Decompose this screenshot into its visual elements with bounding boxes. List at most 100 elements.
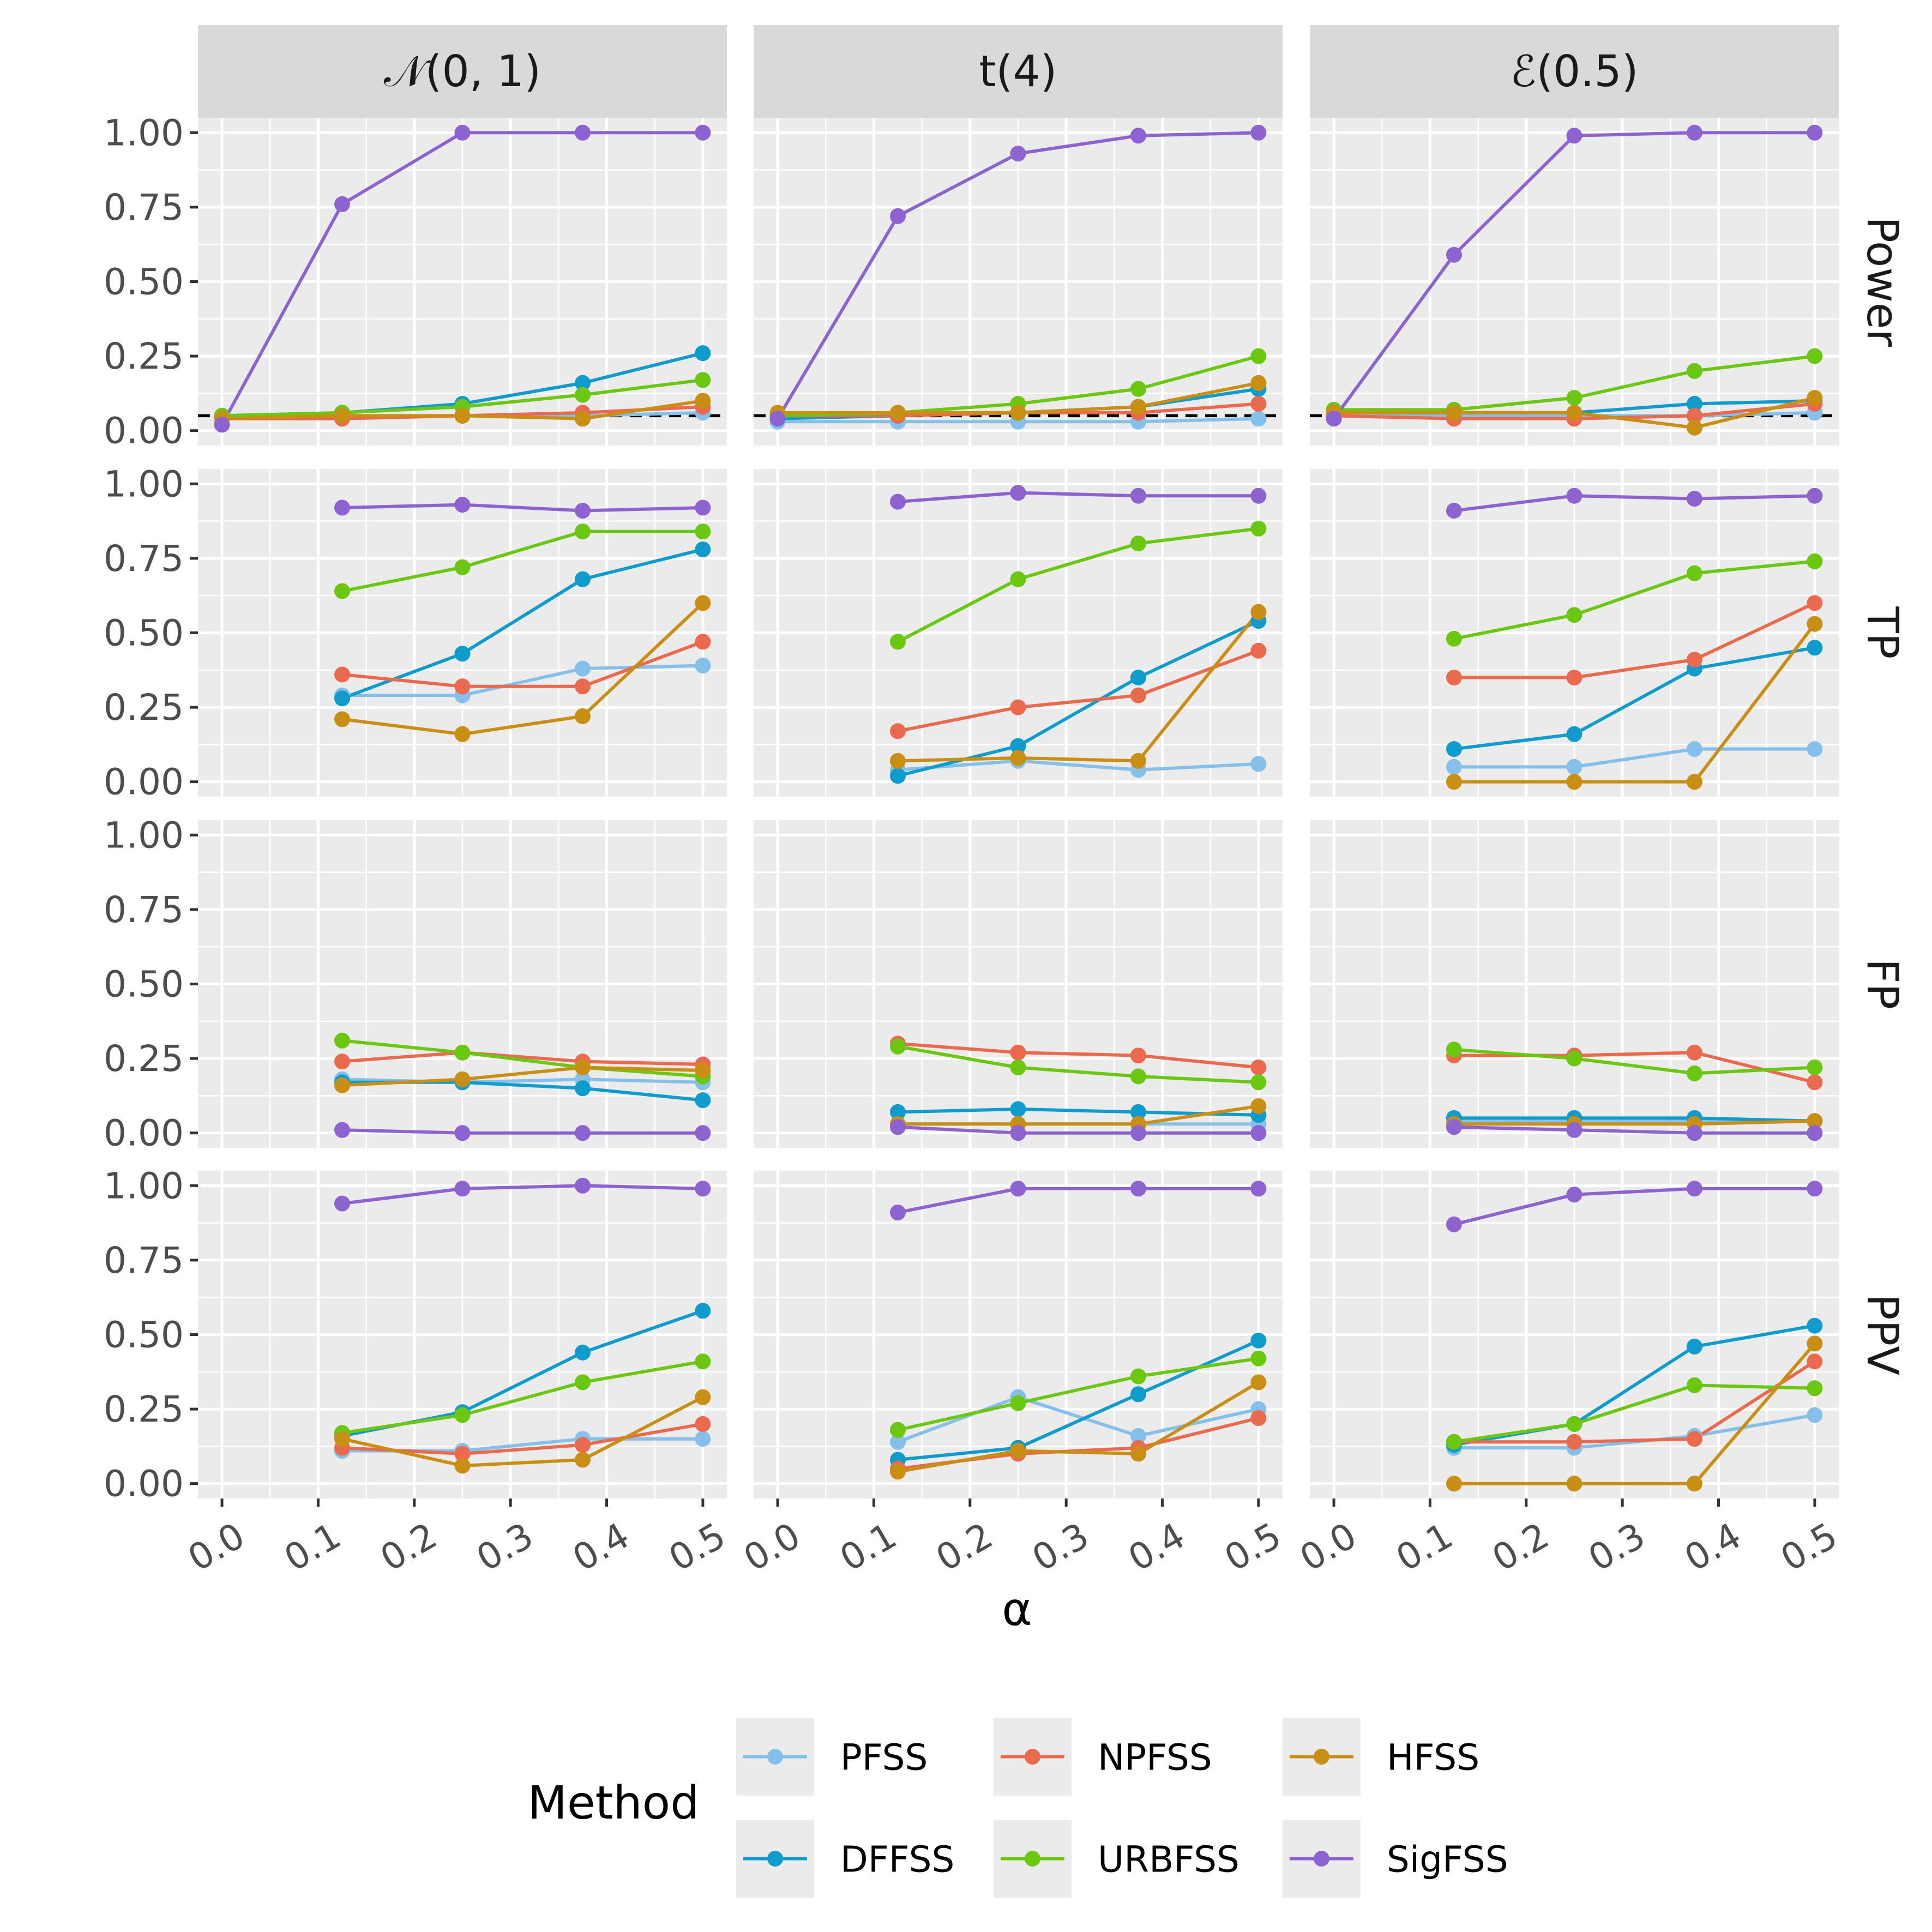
- y-tick-label: 0.00: [104, 410, 184, 452]
- data-point-hfss: [890, 405, 906, 421]
- data-point-urbfss: [695, 372, 711, 388]
- data-point-npfss: [454, 1446, 471, 1462]
- data-point-dffss: [1687, 396, 1702, 412]
- x-tick-label: 0.0: [1293, 1514, 1363, 1579]
- series-group-ppv-0-1: [334, 1177, 711, 1474]
- series-group-ppv-t-4: [890, 1181, 1267, 1480]
- legend-key-point: [767, 1749, 783, 1765]
- data-point-npfss: [1446, 670, 1462, 685]
- series-line-urbfss: [341, 529, 703, 593]
- data-point-urbfss: [1687, 1377, 1702, 1393]
- data-point-sigfss: [1566, 1122, 1582, 1138]
- data-point-hfss: [334, 711, 350, 727]
- data-point-sigfss: [334, 1195, 350, 1212]
- x-tick-label: 0.4: [1122, 1514, 1192, 1579]
- data-point-sigfss: [1807, 1181, 1823, 1197]
- data-point-hfss: [695, 1389, 711, 1405]
- data-point-npfss: [1566, 670, 1582, 685]
- series-line-urbfss: [897, 1045, 1259, 1084]
- data-point-hfss: [454, 1458, 471, 1474]
- series-line-npfss: [898, 1042, 1259, 1069]
- data-point-hfss: [334, 407, 350, 424]
- data-point-urbfss: [1807, 348, 1823, 364]
- data-point-sigfss: [695, 124, 711, 141]
- data-point-hfss: [1010, 750, 1026, 766]
- legend-key-point: [1025, 1851, 1040, 1867]
- row-strip-label-ppv: PPV: [1857, 1294, 1907, 1375]
- series-line-hfss: [342, 601, 704, 736]
- column-strip-label: ℰ(0.5): [1510, 46, 1638, 97]
- data-point-sigfss: [1250, 1125, 1267, 1141]
- data-point-sigfss: [575, 503, 591, 519]
- data-point-hfss: [575, 1452, 591, 1468]
- data-point-hfss: [1687, 419, 1702, 436]
- series-line-sigfss: [342, 503, 703, 513]
- column-strip-bg: [754, 25, 1283, 118]
- data-point-sigfss: [1326, 411, 1342, 427]
- x-tick-label: 0.5: [662, 1514, 732, 1579]
- series-line-sigfss: [1454, 1125, 1815, 1135]
- y-tick-label: 0.25: [104, 335, 184, 377]
- data-point-sigfss: [575, 1177, 591, 1194]
- data-point-hfss: [1807, 1113, 1823, 1129]
- data-point-sigfss: [1446, 1119, 1462, 1135]
- data-point-pfss: [575, 660, 591, 677]
- data-point-urbfss: [1250, 1074, 1267, 1091]
- data-point-npfss: [1687, 1044, 1702, 1061]
- data-point-hfss: [1130, 753, 1146, 769]
- data-point-npfss: [1807, 1074, 1823, 1091]
- data-point-npfss: [1250, 1060, 1267, 1075]
- data-point-dffss: [1130, 1104, 1146, 1120]
- data-point-pfss: [1250, 411, 1267, 427]
- series-line-urbfss: [1454, 1383, 1815, 1444]
- data-point-dffss: [575, 1344, 591, 1361]
- series-line-dffss: [1454, 1116, 1815, 1123]
- data-point-sigfss: [1807, 124, 1823, 141]
- x-tick-label: 0.5: [1774, 1514, 1844, 1579]
- y-tick-label: 0.50: [104, 1314, 184, 1356]
- column-strip-t-4: t(4): [754, 25, 1283, 118]
- data-point-sigfss: [890, 493, 906, 510]
- data-point-hfss: [454, 726, 471, 742]
- column-strip-label: t(4): [979, 46, 1057, 97]
- data-point-urbfss: [1446, 630, 1462, 647]
- data-point-pfss: [1807, 1407, 1823, 1423]
- data-point-urbfss: [1566, 390, 1582, 406]
- data-point-sigfss: [1446, 503, 1462, 519]
- data-point-dffss: [695, 1092, 711, 1109]
- series-line-dffss: [341, 547, 703, 700]
- data-point-hfss: [1130, 1446, 1146, 1462]
- series-group-power-0-5: [1326, 124, 1823, 436]
- data-point-urbfss: [1687, 1065, 1702, 1081]
- legend-items: PFSS DFFSS NPFSS URBFSS HFSS SigFSS: [736, 1718, 1508, 1898]
- series-line-hfss: [1454, 623, 1816, 784]
- data-point-urbfss: [1010, 571, 1026, 587]
- data-point-dffss: [1807, 1317, 1823, 1334]
- data-point-sigfss: [1446, 246, 1462, 263]
- data-point-urbfss: [1130, 1368, 1146, 1385]
- data-point-urbfss: [695, 1353, 711, 1370]
- data-point-hfss: [575, 1060, 591, 1075]
- data-point-urbfss: [575, 1374, 591, 1391]
- data-point-sigfss: [575, 1125, 591, 1141]
- series-group-ppv-0-5: [1446, 1181, 1823, 1492]
- data-point-npfss: [1250, 1410, 1267, 1426]
- y-tick-label: 0.00: [104, 1112, 184, 1154]
- series-line-hfss: [1454, 1119, 1815, 1126]
- data-point-urbfss: [1250, 1350, 1267, 1367]
- series-line-sigfss: [342, 1128, 703, 1135]
- data-point-dffss: [695, 1303, 711, 1319]
- series-line-npfss: [342, 640, 703, 688]
- data-point-pfss: [1446, 759, 1462, 775]
- legend-label: SigFSS: [1387, 1839, 1508, 1881]
- data-point-sigfss: [1566, 1187, 1582, 1203]
- x-tick-label: 0.1: [833, 1514, 903, 1579]
- data-point-sigfss: [1687, 491, 1702, 507]
- y-tick-label: 0.50: [104, 261, 184, 303]
- data-point-dffss: [1250, 1332, 1267, 1349]
- legend-title: Method: [527, 1776, 699, 1829]
- data-point-urbfss: [454, 559, 471, 575]
- x-axis-title: α: [1002, 1582, 1032, 1636]
- column-strip-bg: [198, 25, 727, 118]
- series-line-sigfss: [1453, 1187, 1815, 1226]
